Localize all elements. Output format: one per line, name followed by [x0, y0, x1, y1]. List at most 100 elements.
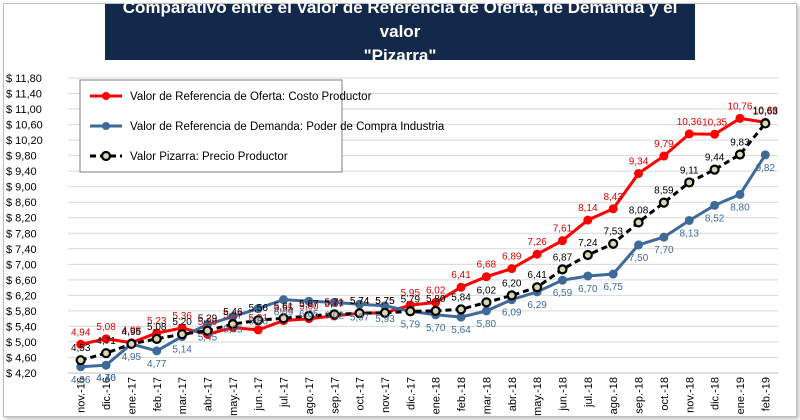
- data-label: 5,84: [451, 292, 471, 303]
- data-point: [532, 282, 543, 293]
- y-tick-label: $ 9,00: [6, 182, 37, 194]
- data-label: 6,09: [274, 308, 294, 319]
- y-tick-label: $ 7,80: [6, 228, 37, 240]
- data-label: 5,95: [401, 288, 421, 299]
- data-point: [481, 306, 491, 316]
- x-tick-label: may.-18: [532, 377, 544, 416]
- data-point: [455, 304, 467, 315]
- chart-title: Comparativo entre el Valor de Referencia…: [105, 0, 695, 65]
- x-tick-label: feb.-18: [456, 377, 468, 411]
- data-label: 6,29: [527, 300, 547, 311]
- data-label: 5,80: [426, 294, 446, 305]
- data-label: 9,44: [705, 153, 725, 164]
- y-tick-label: $ 7,40: [6, 244, 37, 256]
- data-label: 6,02: [325, 310, 345, 321]
- data-point: [582, 249, 593, 261]
- x-tick-label: dic.-18: [710, 377, 722, 410]
- data-point: [760, 118, 771, 129]
- data-label: 8,13: [680, 228, 700, 239]
- data-point: [608, 238, 619, 249]
- x-tick-label: abr.-17: [202, 377, 214, 411]
- data-label: 10,63: [753, 106, 778, 117]
- legend-label: Valor de Referencia de Demanda: Poder de…: [130, 121, 445, 133]
- y-axis: $ 4,20 $ 4,60 $ 5,00 $ 5,40 $ 5,80 $ 6,20 $ 6,…: [6, 73, 43, 380]
- data-label: 8,59: [654, 186, 674, 197]
- data-label: 6,20: [502, 278, 522, 289]
- data-label: 4,95: [122, 352, 142, 363]
- x-tick-label: abr.-18: [507, 377, 519, 411]
- data-label: 5,31: [248, 313, 268, 324]
- data-label: 5,37: [223, 311, 243, 322]
- x-tick-label: nov.-17: [380, 377, 392, 413]
- data-point: [278, 313, 289, 324]
- x-tick-label: jul.-18: [583, 377, 595, 408]
- x-tick-label: nov.-16: [76, 377, 88, 413]
- legend-box: [79, 79, 343, 173]
- x-tick-label: sep.-18: [634, 377, 646, 414]
- data-label: 10,35: [702, 117, 727, 128]
- data-label: 5,75: [375, 296, 395, 307]
- y-tick-label: $ 11,40: [6, 89, 42, 101]
- data-label: 7,70: [654, 245, 674, 256]
- data-label: 6,02: [477, 285, 497, 296]
- data-point: [658, 197, 669, 208]
- data-label: 9,79: [654, 139, 674, 150]
- x-tick-label: dic.-16: [101, 377, 113, 410]
- legend-marker: [102, 92, 110, 100]
- x-tick-label: mar.-18: [481, 377, 493, 414]
- data-point: [684, 215, 694, 225]
- data-label: 6,70: [578, 284, 598, 295]
- y-tick-label: $ 6,60: [6, 275, 37, 287]
- x-tick-label: oct.-18: [659, 377, 671, 411]
- data-point: [100, 348, 112, 359]
- data-label: 5,75: [375, 296, 395, 307]
- y-tick-label: $ 5,40: [6, 321, 37, 333]
- data-point: [152, 346, 162, 356]
- data-label: 6,02: [426, 285, 446, 296]
- x-tick-label: ago.-18: [608, 377, 620, 414]
- series-line: [80, 154, 767, 369]
- data-label: 5,67: [325, 299, 345, 310]
- data-label: 10,36: [677, 117, 702, 128]
- data-label: 5,74: [350, 296, 370, 307]
- legend: Valor de Referencia de Oferta: Costo Pro…: [79, 79, 445, 173]
- data-point: [430, 305, 441, 316]
- data-label: 5,79: [401, 294, 421, 305]
- data-label: 4,76: [96, 373, 116, 384]
- x-tick-label: nov.-18: [684, 377, 696, 413]
- data-label: 6,09: [502, 308, 522, 319]
- data-label: 7,53: [603, 227, 623, 238]
- series-lines: [75, 113, 771, 372]
- y-tick-label: $ 8,20: [6, 213, 37, 225]
- data-point: [177, 329, 188, 340]
- data-point: [75, 355, 86, 366]
- data-point: [329, 297, 339, 307]
- data-label: 10,76: [727, 101, 752, 112]
- x-tick-label: sep.-17: [329, 377, 341, 414]
- data-label: 5,67: [299, 299, 319, 310]
- data-label: 8,43: [603, 192, 623, 203]
- data-label: 4,77: [147, 359, 167, 370]
- data-label: 7,61: [553, 224, 573, 235]
- data-point: [557, 264, 568, 275]
- data-point: [506, 290, 517, 301]
- y-tick-label: $ 5,80: [6, 306, 37, 318]
- data-label: 5,14: [172, 345, 192, 356]
- legend-marker: [100, 150, 112, 162]
- data-label: 5,23: [147, 316, 167, 327]
- chart-title-line-2: "Pizarra": [363, 46, 437, 65]
- data-label: 5,20: [198, 317, 218, 328]
- y-tick-label: $ 4,60: [6, 352, 37, 364]
- data-label: 7,24: [578, 238, 598, 249]
- chart-title-line-1: Comparativo entre el Valor de Referencia…: [122, 0, 678, 41]
- data-point: [633, 217, 644, 228]
- data-label: 10,66: [753, 105, 778, 116]
- data-point: [583, 271, 593, 281]
- data-label: 4,36: [71, 375, 91, 386]
- y-tick-label: $ 11,00: [6, 104, 42, 116]
- x-tick-label: feb.-17: [152, 377, 164, 411]
- data-point: [101, 334, 111, 344]
- data-point: [684, 129, 694, 139]
- data-point: [303, 310, 314, 322]
- data-label: 5,93: [375, 314, 395, 325]
